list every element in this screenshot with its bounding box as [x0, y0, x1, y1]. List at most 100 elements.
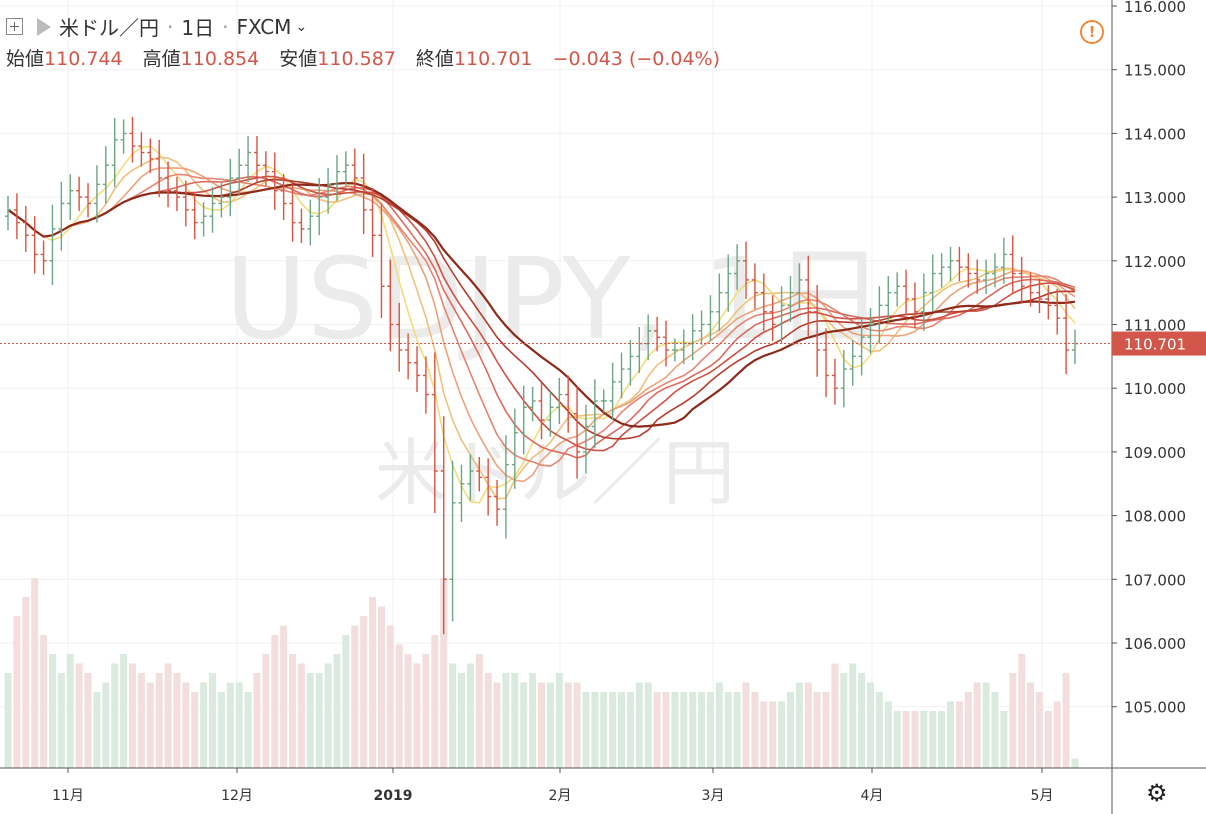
- ohlc-bar: [1054, 288, 1061, 335]
- ohlc-bar: [867, 307, 874, 354]
- ohlc-bar: [58, 181, 65, 251]
- volume-bar: [502, 673, 510, 768]
- ohlc-bar: [191, 193, 198, 240]
- volume-bar: [111, 663, 119, 768]
- ma-line: [7, 156, 1076, 500]
- ohlc-bar: [1045, 285, 1052, 320]
- ohlc-bar: [903, 269, 910, 316]
- volume-bar: [404, 654, 412, 768]
- watermark-name: 米ドル／円: [375, 431, 735, 515]
- volume-bar: [582, 692, 590, 768]
- volume-bar: [200, 682, 208, 768]
- ohlc-bar: [547, 390, 554, 437]
- volume-bar: [57, 673, 65, 768]
- watermark-symbol: USDJPY, 1日: [225, 235, 885, 365]
- chevron-down-icon[interactable]: ⌄: [295, 18, 308, 35]
- ohlc-bar: [876, 286, 883, 344]
- volume-bar: [324, 663, 332, 768]
- volume-bar: [386, 625, 394, 768]
- volume-bar: [449, 663, 457, 768]
- volume-bar: [573, 682, 581, 768]
- volume-bar: [173, 673, 181, 768]
- volume-bar: [93, 692, 101, 768]
- volume-bar: [591, 692, 599, 768]
- volume-bar: [653, 692, 661, 768]
- ohlc-bar: [805, 255, 812, 336]
- volume-bar: [182, 682, 190, 768]
- volume-bar: [226, 682, 234, 768]
- expand-icon[interactable]: [6, 18, 23, 35]
- ohlc-bar: [5, 195, 11, 231]
- ohlc-bar: [253, 135, 260, 182]
- ohlc-bar: [289, 184, 296, 242]
- separator-dot: ·: [222, 14, 229, 39]
- source-label[interactable]: FXCM: [236, 14, 292, 39]
- ohlc-bar: [138, 132, 145, 167]
- y-tick-label: 105.000: [1124, 699, 1186, 717]
- volume-bar: [920, 711, 928, 768]
- y-tick-label: 108.000: [1124, 508, 1186, 526]
- volume-bar: [689, 692, 697, 768]
- warning-icon[interactable]: !: [1080, 20, 1104, 44]
- x-tick-label: 4月: [861, 788, 884, 804]
- volume-bar: [867, 682, 874, 768]
- flag-icon[interactable]: [37, 17, 51, 36]
- ohlc-bar: [102, 146, 109, 204]
- volume-bar: [955, 701, 963, 768]
- ohlc-bar: [387, 259, 394, 352]
- volume-bar: [698, 692, 706, 768]
- ohlc-bar: [173, 176, 180, 212]
- volume-bar: [129, 663, 136, 768]
- y-tick-label: 116.000: [1124, 0, 1186, 16]
- ohlc-bar: [654, 316, 661, 352]
- ohlc-bar: [885, 276, 892, 322]
- volume-bar: [209, 673, 216, 768]
- volume-bar: [875, 692, 883, 768]
- volume-bar: [235, 682, 243, 768]
- ohlc-bar: [182, 180, 189, 227]
- ma-line: [7, 167, 1076, 483]
- x-tick-label: 2月: [549, 788, 572, 804]
- volume-bars: [4, 578, 1079, 768]
- ohlc-bar: [1072, 329, 1078, 364]
- ohlc-bar: [467, 454, 474, 501]
- ohlc-bar: [929, 254, 936, 312]
- volume-bar: [813, 692, 821, 768]
- volume-bar: [706, 692, 714, 768]
- gear-icon[interactable]: ⚙: [1146, 779, 1168, 807]
- y-tick-label: 110.000: [1124, 380, 1186, 398]
- volume-bar: [475, 654, 483, 768]
- volume-bar: [4, 673, 12, 768]
- symbol-name[interactable]: 米ドル／円: [59, 16, 159, 40]
- volume-bar: [493, 682, 501, 768]
- close-label: 終値: [415, 48, 454, 70]
- volume-bar: [751, 692, 759, 768]
- volume-bar: [778, 701, 786, 768]
- volume-bar: [217, 692, 225, 768]
- ohlc-bar: [378, 203, 385, 319]
- ohlc-bar: [431, 352, 438, 514]
- volume-bar: [369, 597, 377, 768]
- chart-grid: [0, 0, 1112, 768]
- volume-bar: [600, 692, 608, 768]
- volume-bar: [484, 673, 492, 768]
- ohlc-bar: [414, 346, 421, 393]
- volume-bar: [84, 673, 92, 768]
- volume-bar: [546, 682, 554, 768]
- ohlc-bar: [974, 259, 981, 294]
- volume-bar: [511, 673, 519, 768]
- ohlc-bar: [351, 148, 358, 195]
- x-tick-label: 5月: [1031, 788, 1054, 804]
- last-price-label: 110.701: [1124, 336, 1186, 354]
- interval-label[interactable]: 1日: [181, 16, 215, 40]
- ohlc-bar: [129, 116, 136, 163]
- volume-bar: [155, 673, 163, 768]
- ohlc-bar: [1000, 237, 1007, 284]
- ohlc-bar: [369, 188, 376, 257]
- volume-bar: [982, 682, 990, 768]
- ma-line: [7, 173, 1076, 467]
- volume-bar: [884, 701, 892, 768]
- ohlc-bar: [156, 139, 163, 198]
- volume-bar: [822, 692, 830, 768]
